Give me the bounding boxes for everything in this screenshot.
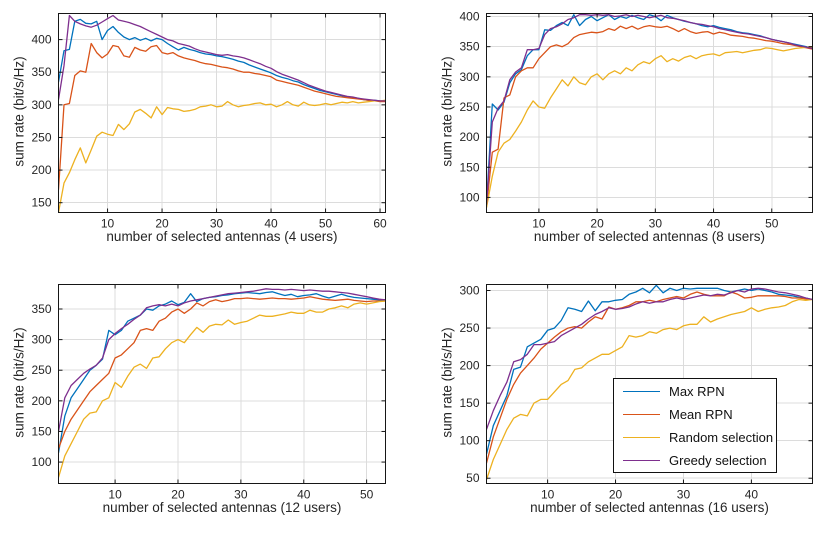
legend-label-random-selection: Random selection bbox=[669, 429, 774, 445]
axes-box bbox=[58, 284, 386, 484]
y-tick-label: 250 bbox=[459, 100, 479, 114]
x-tick-label: 50 bbox=[765, 217, 779, 231]
y-tick-label: 200 bbox=[459, 359, 479, 373]
legend-item-max-rpn: Max RPN bbox=[614, 380, 776, 402]
legend-label-max-rpn: Max RPN bbox=[669, 383, 725, 399]
legend-label-mean-rpn: Mean RPN bbox=[669, 406, 733, 422]
y-tick-label: 100 bbox=[31, 455, 51, 469]
y-tick-label: 400 bbox=[459, 10, 479, 24]
series-line-greedy-selection bbox=[58, 288, 386, 432]
y-tick-label: 300 bbox=[459, 70, 479, 84]
legend-item-greedy-selection: Greedy selection bbox=[614, 449, 776, 471]
y-tick-label: 200 bbox=[459, 130, 479, 144]
legend: Max RPN Mean RPN Random selection Greedy… bbox=[613, 378, 777, 473]
legend-item-mean-rpn: Mean RPN bbox=[614, 403, 776, 425]
x-tick-label: 30 bbox=[649, 217, 663, 231]
x-tick-label: 50 bbox=[319, 217, 333, 231]
y-tick-label: 100 bbox=[459, 434, 479, 448]
legend-line-mean-rpn bbox=[623, 413, 660, 415]
x-tick-label: 20 bbox=[590, 217, 604, 231]
series-line-max-rpn bbox=[486, 284, 813, 455]
legend-line-max-rpn bbox=[623, 390, 660, 392]
series-line-max-rpn bbox=[58, 291, 386, 454]
y-tick-label: 250 bbox=[31, 363, 51, 377]
y-tick-label: 350 bbox=[31, 302, 51, 316]
series-group bbox=[486, 14, 813, 208]
subplot-8-users: 10 20 30 40 50 100 150 200 250 300 350 400 sum rate… bbox=[415, 0, 830, 270]
series-line-greedy-selection bbox=[486, 14, 813, 205]
subplot-4-users: 10 20 30 40 50 60 150 200 250 300 350 400 sum rate … bbox=[0, 0, 415, 270]
y-tick-label: 250 bbox=[459, 321, 479, 335]
y-tick-label: 300 bbox=[31, 98, 51, 112]
y-tick-label: 200 bbox=[31, 394, 51, 408]
y-tick-label: 250 bbox=[31, 130, 51, 144]
legend-line-greedy-selection bbox=[623, 459, 660, 461]
y-tick-label: 400 bbox=[31, 33, 51, 47]
subplot-16-users: 10 20 30 40 50 100 150 200 250 300 sum rate (bit/… bbox=[415, 270, 830, 540]
series-line-mean-rpn bbox=[486, 24, 813, 207]
axes-box bbox=[486, 284, 813, 484]
x-axis-label: number of selected antennas (12 users) bbox=[102, 499, 342, 515]
legend-line-random-selection bbox=[623, 436, 660, 438]
y-tick-label: 300 bbox=[31, 333, 51, 347]
plot-area-8-users: 10 20 30 40 50 100 150 200 250 300 350 400 bbox=[459, 10, 813, 231]
y-tick-label: 200 bbox=[31, 163, 51, 177]
y-tick-label: 100 bbox=[459, 190, 479, 204]
x-tick-label: 20 bbox=[609, 488, 623, 502]
y-axis-label: sum rate (bit/s/Hz) bbox=[439, 327, 454, 438]
x-tick-label: 10 bbox=[101, 217, 115, 231]
x-tick-label: 60 bbox=[373, 217, 387, 231]
series-group bbox=[486, 284, 813, 480]
x-tick-label: 20 bbox=[155, 217, 169, 231]
plot-area-12-users: 10 20 30 40 50 100 150 200 250 300 350 bbox=[31, 284, 386, 502]
y-tick-label: 50 bbox=[466, 471, 480, 485]
x-tick-label: 30 bbox=[210, 217, 224, 231]
x-axis-label: number of selected antennas (16 users) bbox=[530, 499, 769, 515]
y-tick-label: 150 bbox=[459, 396, 479, 410]
series-line-random-selection bbox=[486, 298, 813, 480]
series-line-greedy-selection bbox=[58, 14, 386, 102]
y-tick-label: 350 bbox=[31, 65, 51, 79]
x-tick-label: 40 bbox=[297, 488, 311, 502]
y-tick-label: 300 bbox=[459, 284, 479, 298]
x-tick-label: 30 bbox=[234, 488, 248, 502]
x-tick-label: 40 bbox=[264, 217, 278, 231]
y-tick-label: 150 bbox=[31, 196, 51, 210]
x-tick-label: 50 bbox=[360, 488, 374, 502]
series-line-mean-rpn bbox=[58, 296, 386, 449]
x-tick-label: 40 bbox=[745, 488, 759, 502]
series-line-max-rpn bbox=[486, 14, 813, 205]
y-tick-label: 150 bbox=[459, 160, 479, 174]
x-tick-label: 10 bbox=[541, 488, 555, 502]
series-line-random-selection bbox=[58, 300, 386, 478]
series-line-max-rpn bbox=[58, 18, 386, 102]
legend-item-random-selection: Random selection bbox=[614, 426, 776, 448]
series-line-random-selection bbox=[58, 99, 386, 213]
series-line-greedy-selection bbox=[486, 287, 813, 430]
subplot-12-users: 10 20 30 40 50 100 150 200 250 300 350 sum rate (b… bbox=[0, 270, 415, 540]
x-axis-label: number of selected antennas (4 users) bbox=[106, 228, 338, 244]
axes-box bbox=[486, 13, 813, 213]
y-tick-label: 150 bbox=[31, 424, 51, 438]
y-axis-label: sum rate (bit/s/Hz) bbox=[11, 56, 26, 167]
y-axis-label: sum rate (bit/s/Hz) bbox=[11, 327, 26, 438]
x-tick-label: 40 bbox=[707, 217, 721, 231]
y-axis-label: sum rate (bit/s/Hz) bbox=[439, 56, 454, 167]
legend-label-greedy-selection: Greedy selection bbox=[669, 452, 767, 468]
x-tick-label: 10 bbox=[532, 217, 546, 231]
x-tick-label: 10 bbox=[108, 488, 122, 502]
series-group bbox=[58, 288, 386, 478]
axes-box bbox=[58, 13, 386, 213]
y-tick-label: 350 bbox=[459, 40, 479, 54]
series-line-mean-rpn bbox=[58, 42, 386, 190]
x-tick-label: 30 bbox=[677, 488, 691, 502]
x-axis-label: number of selected antennas (8 users) bbox=[533, 228, 766, 244]
series-line-random-selection bbox=[486, 46, 813, 208]
x-tick-label: 20 bbox=[171, 488, 185, 502]
plot-area-4-users: 10 20 30 40 50 60 150 200 250 300 350 400 bbox=[31, 13, 387, 231]
series-line-mean-rpn bbox=[486, 291, 813, 464]
series-group bbox=[58, 14, 386, 213]
